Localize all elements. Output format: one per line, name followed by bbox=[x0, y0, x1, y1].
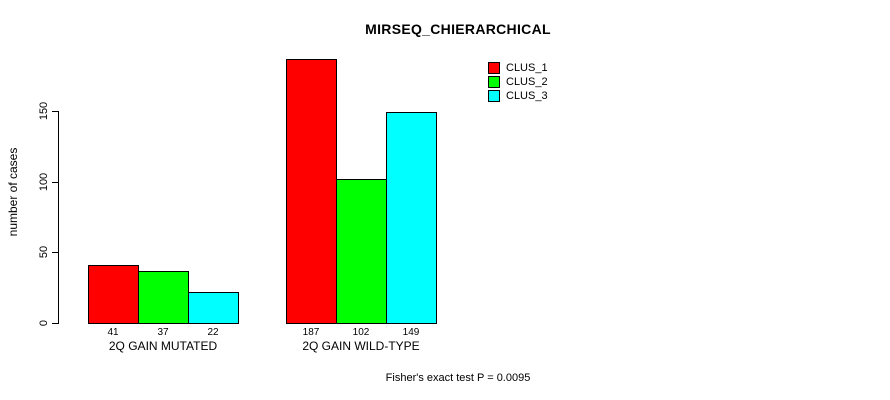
bar-value-label: 102 bbox=[352, 327, 370, 338]
legend-item-clus_3: CLUS_3 bbox=[488, 89, 548, 102]
legend-swatch-icon bbox=[488, 61, 500, 74]
bar-value-label: 37 bbox=[157, 327, 169, 338]
bar-value-label: 41 bbox=[107, 327, 119, 338]
chart-title: MIRSEQ_CHIERARCHICAL bbox=[365, 21, 551, 37]
y-axis-tick-label: 100 bbox=[38, 172, 50, 191]
y-axis-tick-label: 0 bbox=[38, 319, 50, 327]
y-axis-title: number of cases bbox=[6, 147, 20, 237]
y-axis-tick bbox=[52, 111, 58, 112]
legend-swatch-icon bbox=[488, 75, 500, 88]
x-category-label: 2Q GAIN WILD-TYPE bbox=[302, 339, 420, 353]
legend-label: CLUS_3 bbox=[506, 89, 548, 102]
footnote: Fisher's exact test P = 0.0095 bbox=[385, 372, 531, 384]
bar-value-label: 187 bbox=[302, 327, 320, 338]
legend-item-clus_1: CLUS_1 bbox=[488, 61, 548, 74]
bar-clus_3-2 bbox=[386, 112, 437, 324]
bar-value-label: 22 bbox=[207, 327, 219, 338]
bar-clus_1-2 bbox=[286, 59, 337, 324]
y-axis-tick bbox=[52, 323, 58, 324]
legend-item-clus_2: CLUS_2 bbox=[488, 75, 548, 88]
y-axis-tick bbox=[52, 252, 58, 254]
legend-swatch-icon bbox=[488, 89, 500, 102]
x-category-label: 2Q GAIN MUTATED bbox=[108, 339, 218, 353]
legend-label: CLUS_1 bbox=[506, 61, 548, 74]
y-axis-tick-label: 50 bbox=[38, 246, 50, 259]
legend: CLUS_1 CLUS_2 CLUS_3 bbox=[488, 61, 548, 103]
bar-value-label: 149 bbox=[402, 327, 420, 338]
y-axis-tick-label: 150 bbox=[38, 101, 50, 121]
bar-clus_1-1 bbox=[88, 265, 139, 324]
legend-label: CLUS_2 bbox=[506, 75, 548, 88]
y-axis-tick bbox=[52, 181, 58, 183]
bar-clus_2-1 bbox=[138, 271, 189, 324]
y-axis-line bbox=[58, 111, 59, 324]
bar-clus_2-2 bbox=[336, 179, 387, 324]
bar-clus_3-1 bbox=[188, 292, 239, 324]
